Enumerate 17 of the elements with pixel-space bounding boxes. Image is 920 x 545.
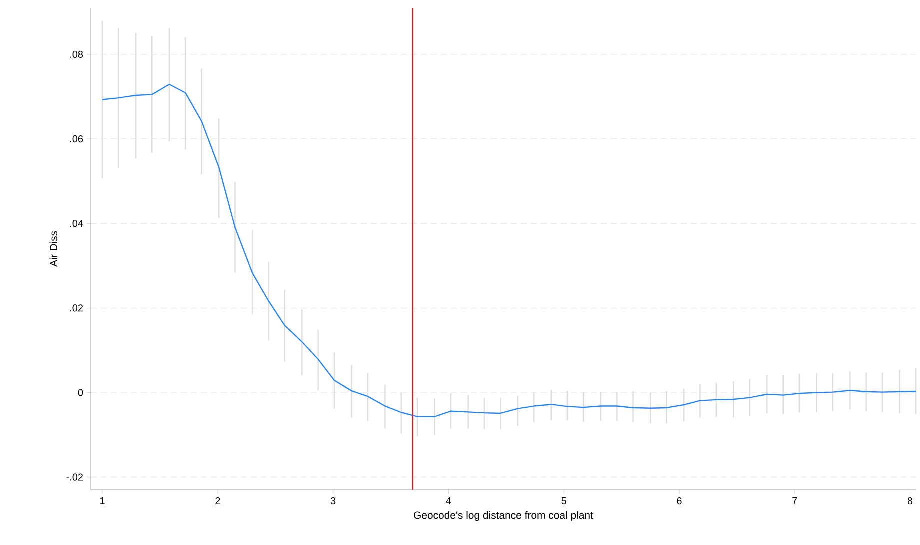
y-tick-label: 0 (78, 389, 84, 396)
y-tick-label: .02 (70, 304, 83, 312)
x-tick-label: 1 (100, 498, 105, 504)
x-axis-title: Geocode's log distance from coal plant (414, 511, 594, 522)
y-tick-label: .06 (70, 136, 84, 143)
y-axis-title: Air Diss (50, 231, 58, 267)
y-tick-label: .04 (70, 220, 84, 228)
x-tick-label: 4 (446, 498, 452, 504)
y-tick-label: -.02 (66, 474, 83, 481)
x-tick-label: 7 (792, 498, 798, 504)
x-tick-label: 2 (216, 498, 220, 504)
x-tick-label: 6 (677, 498, 682, 505)
x-tick-label: 3 (330, 498, 336, 505)
line-series (102, 84, 917, 418)
x-tick-label: 8 (908, 498, 913, 505)
y-tick-label: .08 (70, 50, 84, 58)
x-tick-label: 5 (562, 498, 566, 504)
